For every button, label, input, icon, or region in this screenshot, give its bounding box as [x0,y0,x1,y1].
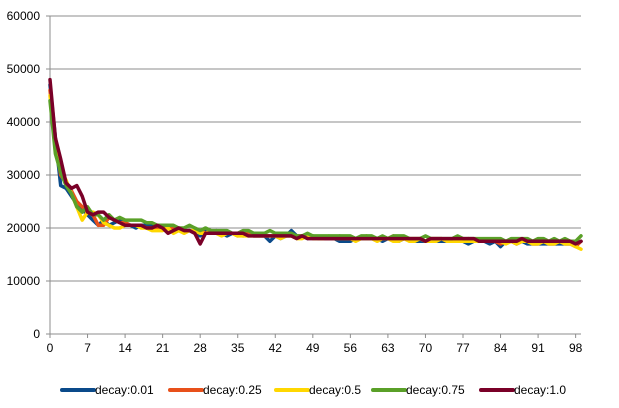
y-tick-label-6: 60000 [7,9,41,23]
y-tick-label-0: 0 [33,327,40,341]
legend-label-4: decay:1.0 [514,383,566,397]
x-tick-label-0: 0 [47,341,54,355]
legend-label-0: decay:0.01 [95,383,154,397]
x-tick-label-12: 84 [494,341,508,355]
legend-label-1: decay:0.25 [203,383,262,397]
series-line-3 [48,99,583,244]
y-axis-ticks: 0 10000 20000 30000 40000 50000 60000 [7,9,50,341]
x-tick-label-13: 91 [531,341,545,355]
legend-label-3: decay:0.75 [406,383,465,397]
series-line-1 [48,88,583,249]
x-tick-label-14: 98 [569,341,583,355]
x-axis-ticks: 0 7 14 21 28 35 42 49 56 63 70 77 84 91 98 [47,334,583,355]
x-tick-label-4: 28 [194,341,208,355]
y-tick-label-1: 10000 [7,274,41,288]
x-tick-label-1: 7 [84,341,91,355]
series-lines [48,77,583,251]
y-tick-label-4: 40000 [7,115,41,129]
x-tick-label-6: 42 [269,341,283,355]
x-tick-label-10: 70 [419,341,433,355]
y-tick-label-3: 30000 [7,168,41,182]
legend: decay:0.01 decay:0.25 decay:0.5 decay:0.75 d… [60,383,566,397]
y-tick-label-2: 20000 [7,221,41,235]
y-tick-label-5: 50000 [7,62,41,76]
legend-label-2: decay:0.5 [309,383,361,397]
x-tick-label-8: 56 [344,341,358,355]
series-line-4 [48,77,583,246]
x-tick-label-5: 35 [231,341,245,355]
series-line-0 [48,83,583,249]
x-tick-label-7: 49 [306,341,320,355]
x-tick-label-9: 63 [381,341,395,355]
x-tick-label-3: 21 [156,341,170,355]
x-tick-label-11: 77 [456,341,470,355]
x-tick-label-2: 14 [118,341,132,355]
